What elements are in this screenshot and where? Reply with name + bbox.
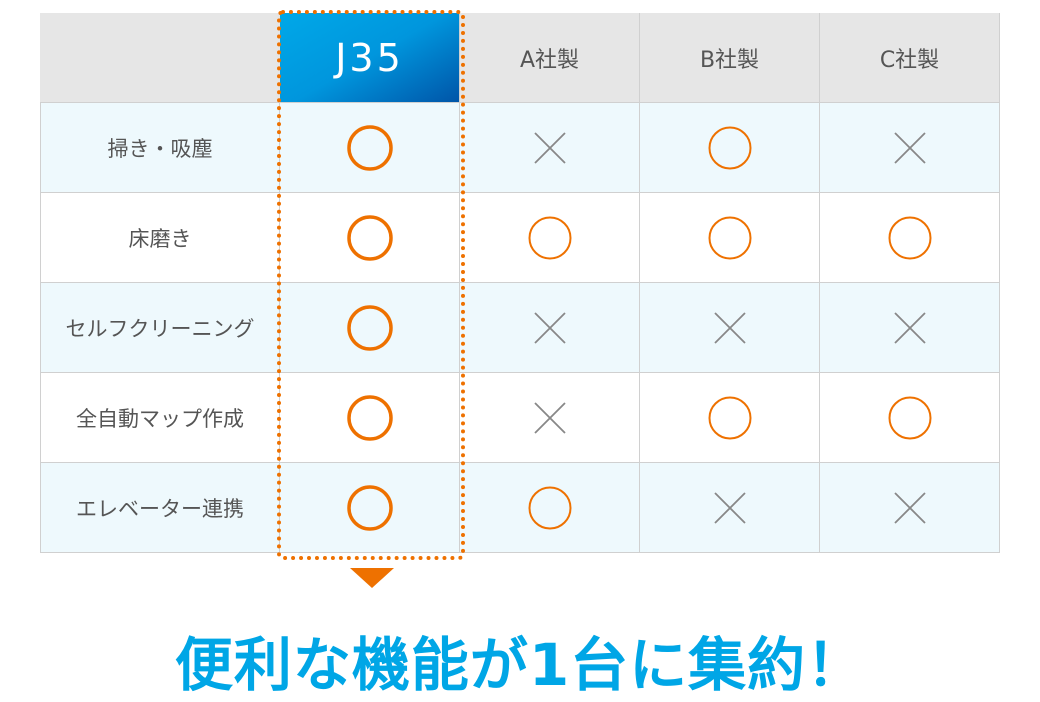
- header-company-b: B社製: [640, 13, 820, 103]
- circle-icon: [708, 396, 751, 439]
- mark-cell: [820, 463, 1000, 553]
- feature-label: 掃き・吸塵: [40, 103, 280, 193]
- mark-cell: [640, 193, 820, 283]
- table-row: セルフクリーニング: [40, 283, 1000, 373]
- cross-icon: [893, 131, 926, 164]
- mark-cell: [280, 463, 460, 553]
- circle-icon: [888, 216, 931, 259]
- mark-cell: [460, 463, 640, 553]
- header-company-c: C社製: [820, 13, 1000, 103]
- cross-icon: [713, 311, 746, 344]
- circle-icon: [528, 216, 571, 259]
- table-header: J35 A社製 B社製 C社製: [40, 13, 1000, 103]
- feature-label: 全自動マップ作成: [40, 373, 280, 463]
- cross-icon: [533, 131, 566, 164]
- comparison-table: J35 A社製 B社製 C社製 掃き・吸塵 床磨き セルフクリーニング 全自動マップ作…: [40, 13, 1000, 553]
- down-arrow-icon: [350, 568, 394, 588]
- table-row: 全自動マップ作成: [40, 373, 1000, 463]
- mark-cell: [460, 283, 640, 373]
- cross-icon: [533, 311, 566, 344]
- mark-cell: [820, 193, 1000, 283]
- cross-icon: [893, 311, 926, 344]
- circle-icon: [708, 126, 751, 169]
- header-company-a: A社製: [460, 13, 640, 103]
- mark-cell: [280, 103, 460, 193]
- circle-icon: [528, 486, 571, 529]
- mark-cell: [460, 373, 640, 463]
- mark-cell: [460, 103, 640, 193]
- circle-icon: [346, 124, 393, 171]
- feature-label: 床磨き: [40, 193, 280, 283]
- table-row: 掃き・吸塵: [40, 103, 1000, 193]
- header-j35: J35: [280, 13, 460, 103]
- mark-cell: [640, 373, 820, 463]
- circle-icon: [346, 394, 393, 441]
- circle-icon: [346, 214, 393, 261]
- mark-cell: [640, 283, 820, 373]
- cross-icon: [893, 491, 926, 524]
- mark-cell: [460, 193, 640, 283]
- mark-cell: [280, 193, 460, 283]
- feature-label: セルフクリーニング: [40, 283, 280, 373]
- table-row: 床磨き: [40, 193, 1000, 283]
- header-blank: [40, 13, 280, 103]
- mark-cell: [820, 283, 1000, 373]
- circle-icon: [888, 396, 931, 439]
- circle-icon: [346, 484, 393, 531]
- cross-icon: [713, 491, 746, 524]
- tagline: 便利な機能が1台に集約！: [174, 631, 866, 699]
- feature-label: エレベーター連携: [40, 463, 280, 553]
- mark-cell: [640, 463, 820, 553]
- mark-cell: [280, 373, 460, 463]
- mark-cell: [640, 103, 820, 193]
- mark-cell: [820, 103, 1000, 193]
- circle-icon: [708, 216, 751, 259]
- mark-cell: [820, 373, 1000, 463]
- mark-cell: [280, 283, 460, 373]
- circle-icon: [346, 304, 393, 351]
- table-row: エレベーター連携: [40, 463, 1000, 553]
- cross-icon: [533, 401, 566, 434]
